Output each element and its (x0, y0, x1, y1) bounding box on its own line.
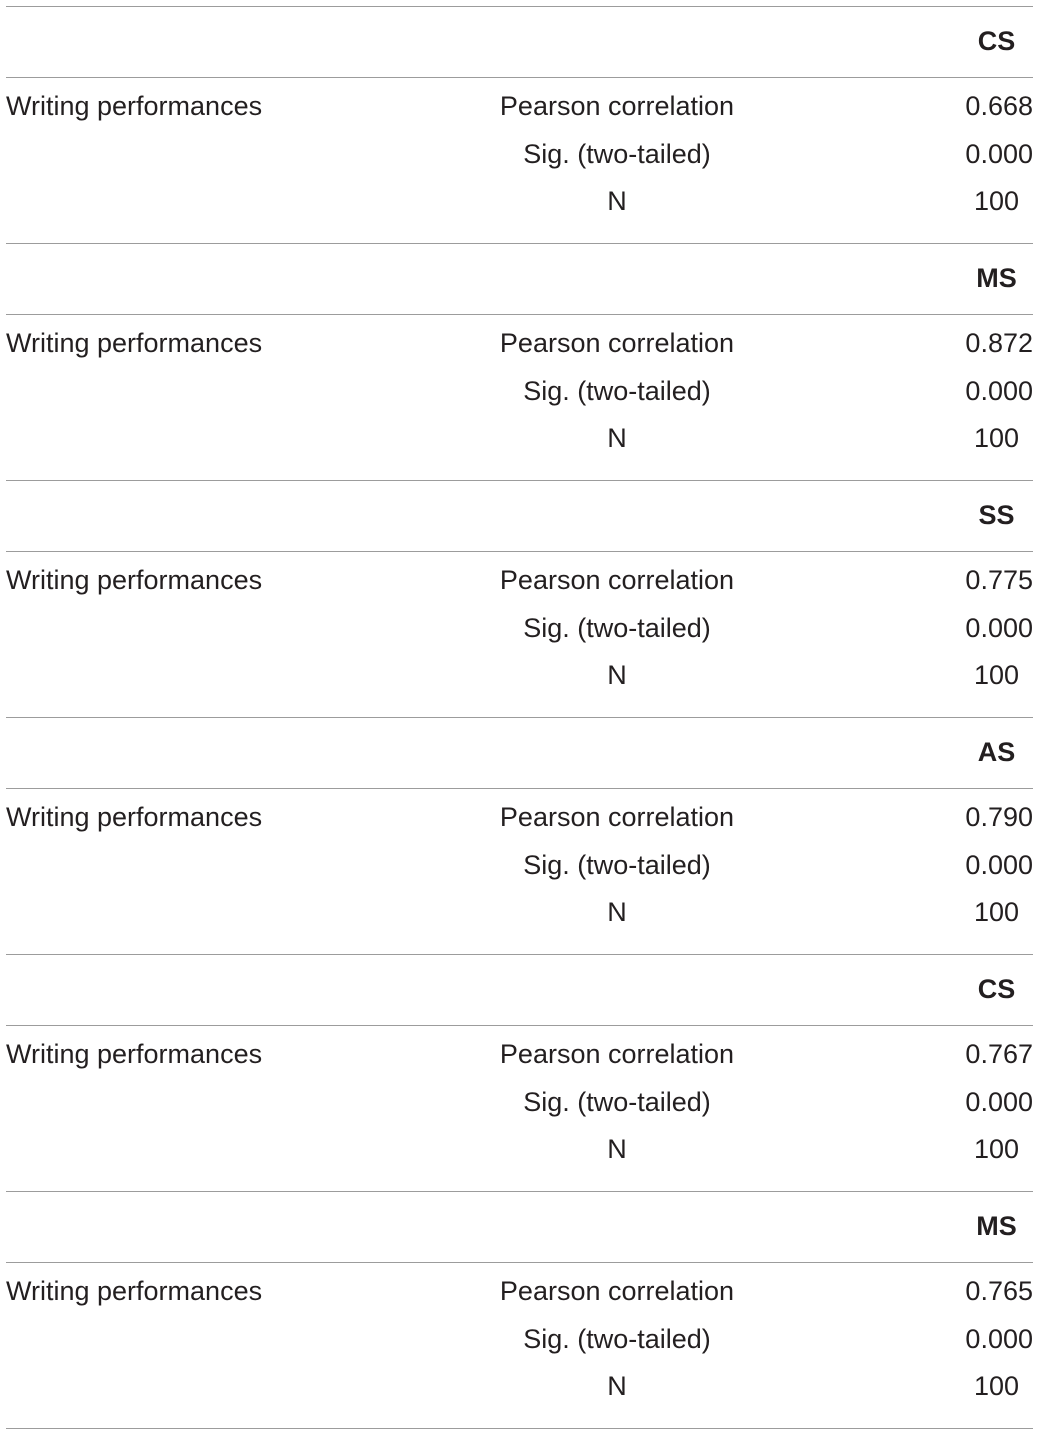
table-block: SS Writing performances Pearson correlatio… (0, 480, 1033, 717)
block-bottom-rule (6, 1428, 1033, 1429)
stat-value: 0.000 (965, 612, 1033, 643)
stat-value: 0.000 (965, 1086, 1033, 1117)
stat-label: Pearson correlation (499, 328, 735, 358)
stat-value: 0.767 (965, 1039, 1033, 1069)
header-rule (6, 314, 1033, 315)
stat-value: 100 (973, 897, 1020, 927)
column-header: MS (976, 263, 1017, 293)
stat-value: 100 (973, 1134, 1020, 1164)
stat-label: N (607, 186, 627, 216)
stat-label: N (607, 897, 627, 927)
block-bottom-rule (6, 480, 1033, 481)
stat-label: Pearson correlation (499, 802, 735, 832)
table-block: CS Writing performances Pearson correlatio… (0, 954, 1033, 1191)
stat-label: Sig. (two-tailed) (523, 375, 711, 406)
table-block: AS Writing performances Pearson correlatio… (0, 717, 1033, 954)
stat-value: 100 (973, 660, 1020, 690)
row-label: Writing performances (6, 1039, 263, 1069)
stat-value: 100 (973, 423, 1020, 453)
stat-value: 0.872 (965, 328, 1033, 358)
stat-value: 100 (973, 186, 1020, 216)
stat-value: 0.000 (965, 375, 1033, 406)
table-top-rule (6, 6, 1033, 7)
row-label: Writing performances (6, 802, 263, 832)
block-bottom-rule (6, 954, 1033, 955)
stat-label: Sig. (two-tailed) (523, 1086, 711, 1117)
header-rule (6, 788, 1033, 789)
column-header: MS (976, 1211, 1017, 1241)
stat-label: Sig. (two-tailed) (523, 1323, 711, 1354)
stat-label: Sig. (two-tailed) (523, 138, 711, 169)
row-label: Writing performances (6, 565, 263, 595)
table-block: CS Writing performances Pearson correlatio… (0, 6, 1033, 243)
block-bottom-rule (6, 717, 1033, 718)
stat-label: Sig. (two-tailed) (523, 849, 711, 880)
header-rule (6, 1262, 1033, 1263)
block-bottom-rule (6, 1191, 1033, 1192)
header-rule (6, 77, 1033, 78)
stat-label: N (607, 1134, 627, 1164)
stat-label: Pearson correlation (499, 565, 735, 595)
row-label: Writing performances (6, 91, 263, 121)
stat-value: 0.000 (965, 849, 1033, 880)
stat-label: Pearson correlation (499, 1276, 735, 1306)
stat-label: Sig. (two-tailed) (523, 612, 711, 643)
column-header: CS (977, 26, 1016, 56)
column-header: SS (978, 500, 1015, 530)
stat-value: 0.000 (965, 1323, 1033, 1354)
stat-value: 100 (973, 1371, 1020, 1401)
stat-label: N (607, 1371, 627, 1401)
stat-label: N (607, 423, 627, 453)
stat-label: Pearson correlation (499, 91, 735, 121)
stat-value: 0.765 (965, 1276, 1033, 1306)
table-block: MS Writing performances Pearson correlatio… (0, 1191, 1033, 1428)
stat-value: 0.775 (965, 565, 1033, 595)
header-rule (6, 1025, 1033, 1026)
table-block: MS Writing performances Pearson correlatio… (0, 243, 1033, 480)
header-rule (6, 551, 1033, 552)
column-header: CS (977, 974, 1016, 1004)
block-bottom-rule (6, 243, 1033, 244)
stat-label: N (607, 660, 627, 690)
row-label: Writing performances (6, 328, 263, 358)
stat-value: 0.000 (965, 138, 1033, 169)
stat-label: Pearson correlation (499, 1039, 735, 1069)
row-label: Writing performances (6, 1276, 263, 1306)
stat-value: 0.668 (965, 91, 1033, 121)
column-header: AS (977, 737, 1016, 767)
stat-value: 0.790 (965, 802, 1033, 832)
